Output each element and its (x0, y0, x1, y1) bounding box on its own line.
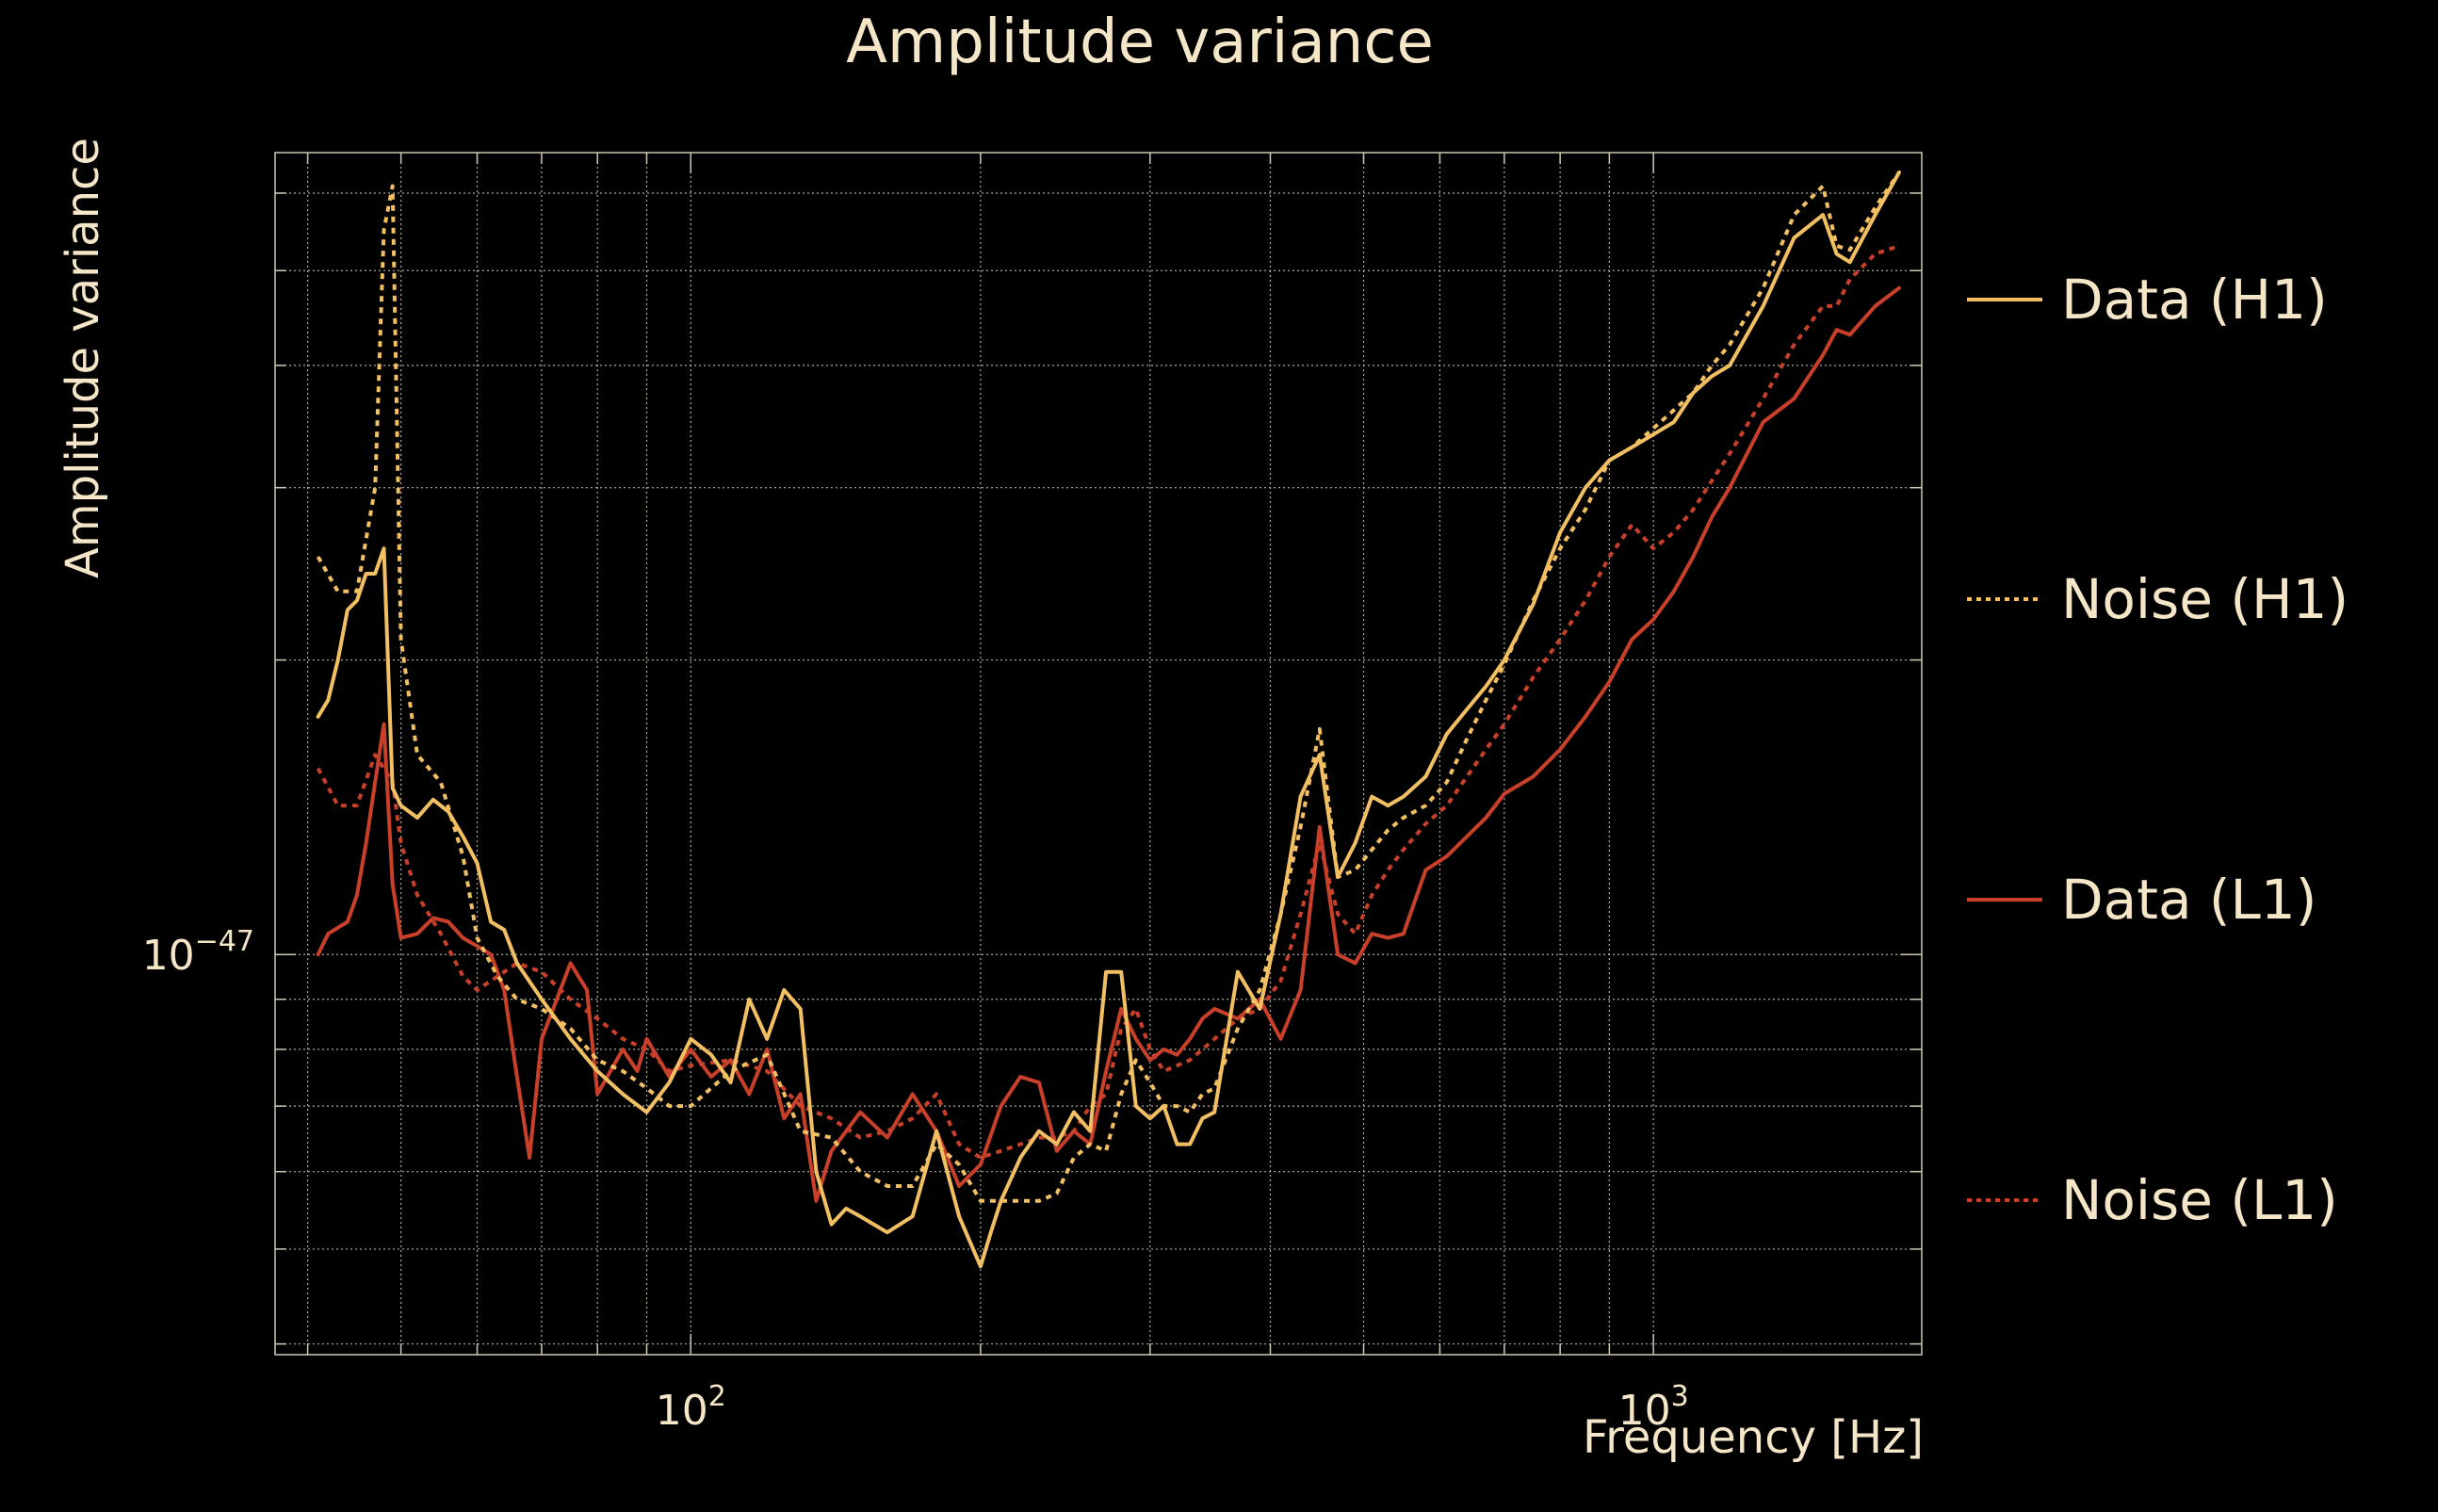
legend-label-noise-l1: Noise (L1) (2061, 1168, 2338, 1232)
grid (275, 153, 1922, 1355)
x-axis-label: Frequency [Hz] (1583, 1411, 1924, 1464)
chart-title: Amplitude variance (846, 8, 1434, 77)
x-tick-labels: 102 103 (656, 1380, 1689, 1435)
legend-label-data-l1: Data (L1) (2061, 868, 2316, 932)
series-line-data-l1 (316, 285, 1901, 1203)
axis-ticks (275, 153, 1922, 1355)
series-line-data-h1 (316, 171, 1901, 1269)
x-tick-label: 102 (656, 1380, 726, 1435)
legend-label-noise-h1: Noise (H1) (2061, 567, 2349, 631)
plot-frame (274, 152, 1923, 1356)
series-line-noise-h1 (316, 171, 1901, 1203)
y-axis-label: Amplitude variance (57, 138, 109, 578)
legend-label-data-h1: Data (H1) (2061, 268, 2328, 332)
x-tick-label: 103 (1618, 1380, 1689, 1435)
legend: Data (H1) Noise (H1) Data (L1) Noise (L1) (1967, 268, 2349, 1232)
y-tick-labels: 10−47 (142, 925, 254, 980)
y-tick-label: 10−47 (142, 925, 254, 980)
series-lines (316, 171, 1901, 1269)
